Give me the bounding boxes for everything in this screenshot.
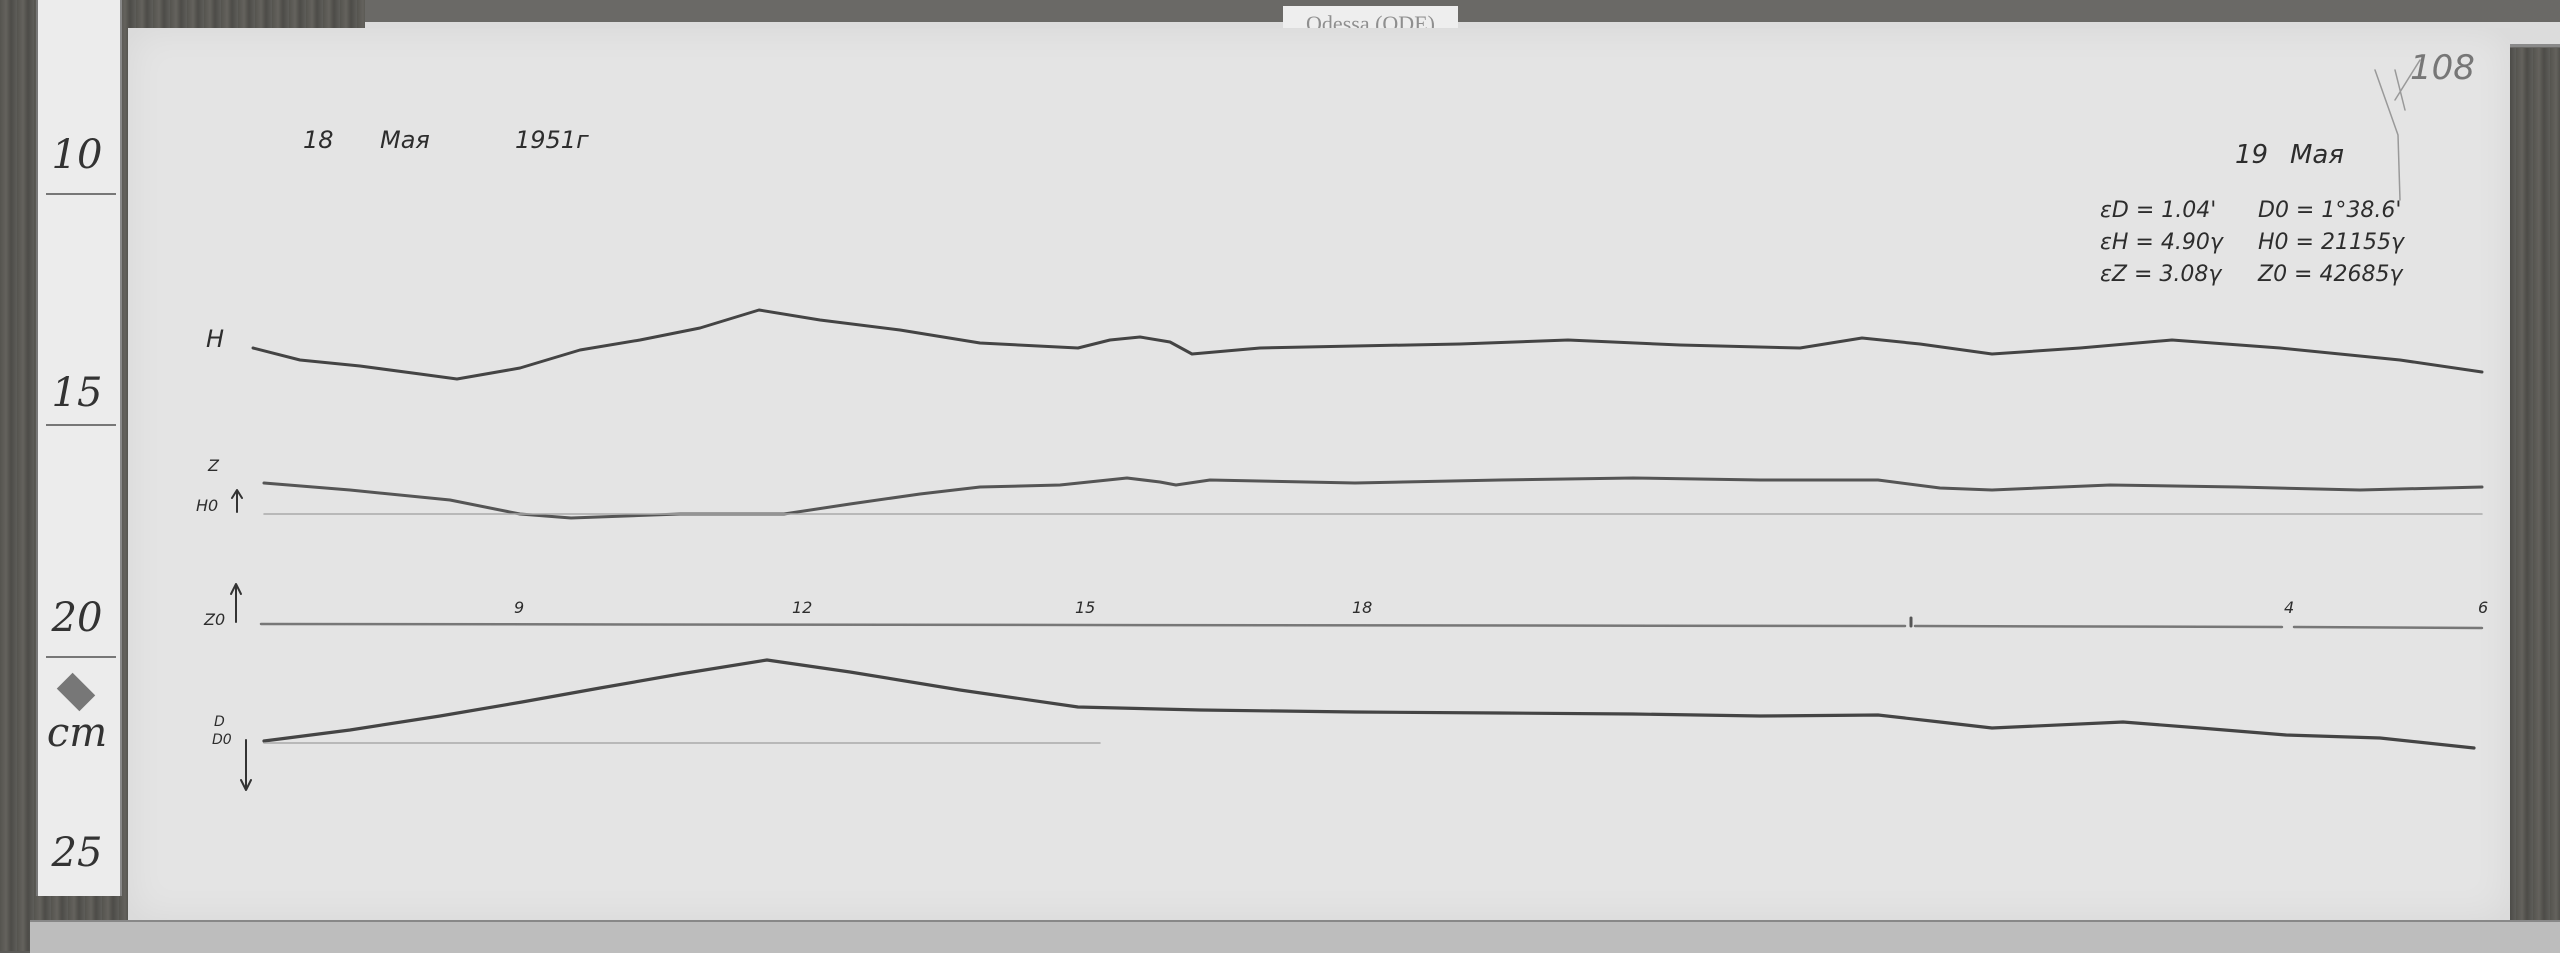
- second-date-month: Мая: [2290, 140, 2345, 170]
- d-trace: [262, 658, 2476, 750]
- time-tick-4: 4: [2284, 598, 2295, 617]
- trace-label-h0: H0: [196, 496, 219, 515]
- magnetogram-sheet: [128, 28, 2510, 920]
- time-tick-18: 18: [1352, 598, 1373, 617]
- ruler-line: [46, 424, 116, 426]
- scale-value-z: εZ = 3.08γ: [2100, 262, 2222, 287]
- trace-label-d: D: [214, 714, 225, 730]
- time-tick-12: 12: [792, 598, 813, 617]
- ruler-mark-10: 10: [51, 132, 103, 178]
- scale-value-h: εH = 4.90γ: [2100, 230, 2223, 255]
- trace-label-d0: D0: [212, 732, 232, 748]
- cm-ruler: [36, 0, 122, 896]
- base-value-h0: H0 = 21155γ: [2258, 230, 2404, 255]
- time-tick-6: 6: [2478, 598, 2489, 617]
- ruler-mark-20: 20: [51, 595, 103, 641]
- sheet-number-mark: [2374, 59, 2421, 201]
- trace-label-z: Z: [208, 456, 219, 475]
- h-trace: [251, 308, 2484, 381]
- base-value-z0: Z0 = 42685γ: [2258, 262, 2403, 287]
- ruler-unit: cm: [46, 710, 108, 756]
- h0-arrow-icon: [231, 489, 243, 513]
- d0-arrow-icon: [240, 739, 252, 791]
- time-tick-15: 15: [1075, 598, 1096, 617]
- bottom-edge: [30, 920, 2560, 953]
- base-value-d0: D0 = 1°38.6': [2258, 198, 2402, 223]
- ruler-mark-15: 15: [51, 370, 103, 416]
- second-date-day: 19: [2235, 140, 2269, 170]
- z-trace: [262, 476, 2484, 520]
- trace-label-h: H: [206, 325, 225, 353]
- ruler-line: [46, 193, 116, 195]
- ruler-line: [46, 656, 116, 658]
- date-day: 18: [303, 126, 334, 154]
- z0-arrow-icon: [230, 583, 242, 623]
- time-tick-9: 9: [514, 598, 525, 617]
- z0-baseline: [259, 622, 2484, 630]
- scale-value-d: εD = 1.04': [2100, 198, 2217, 223]
- sheet-number: 108: [2410, 48, 2475, 88]
- date-year: 1951г: [515, 126, 589, 154]
- date-month: Мая: [380, 126, 430, 154]
- trace-label-z0: Z0: [204, 610, 226, 629]
- ruler-mark-25: 25: [51, 830, 103, 876]
